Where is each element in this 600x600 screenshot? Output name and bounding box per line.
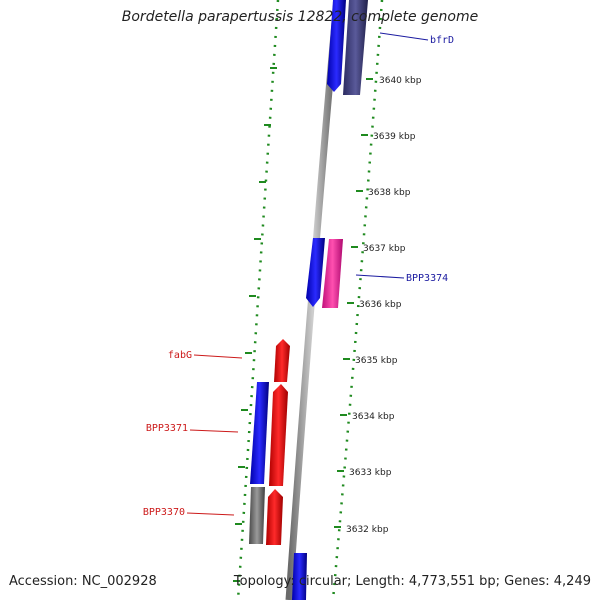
accession-text: Accession: NC_002928: [9, 574, 157, 589]
gene-blue-bottom[interactable]: [292, 553, 307, 600]
leader-BPP3371: [189, 429, 239, 433]
gene-bfrD[interactable]: [327, 0, 346, 92]
map-title: Bordetella parapertussis 12822, complete…: [121, 9, 479, 25]
inner-ruler-dashes: [233, 67, 277, 582]
leader-fabG: [193, 354, 243, 359]
leader-bfrD: [379, 32, 429, 41]
tick-label: 3638 kbp: [368, 188, 411, 198]
tick-label: 3632 kbp: [346, 525, 389, 535]
tick-label: 3640 kbp: [379, 76, 422, 86]
gene-gray-inner[interactable]: [249, 487, 265, 544]
tick-label: 3633 kbp: [349, 468, 392, 478]
genome-summary-text: Topology: circular; Length: 4,773,551 bp…: [233, 574, 591, 589]
gene-label-bfrD[interactable]: bfrD: [430, 35, 454, 46]
gene-dark-upper[interactable]: [343, 0, 368, 95]
gene-BPP3374[interactable]: [306, 238, 325, 307]
gene-BPP3370[interactable]: [266, 489, 283, 545]
gene-label-BPP3374[interactable]: BPP3374: [406, 273, 448, 284]
gene-fabG[interactable]: [274, 339, 290, 382]
gene-blue-inner[interactable]: [250, 382, 269, 484]
outer-ruler-dashes: [334, 78, 373, 528]
gene-label-BPP3370[interactable]: BPP3370: [143, 507, 185, 518]
gene-label-BPP3371[interactable]: BPP3371: [146, 423, 188, 434]
tick-label: 3635 kbp: [355, 356, 398, 366]
gene-pink[interactable]: [322, 239, 343, 308]
tick-label: 3637 kbp: [363, 244, 406, 254]
gene-BPP3371[interactable]: [269, 384, 288, 486]
gene-label-fabG[interactable]: fabG: [168, 350, 192, 361]
leader-BPP3374: [355, 274, 405, 279]
leader-BPP3370: [186, 512, 235, 516]
kbp-tick-labels: 3640 kbp 3639 kbp 3638 kbp 3637 kbp 3636…: [346, 76, 422, 535]
tick-label: 3634 kbp: [352, 412, 395, 422]
tick-label: 3636 kbp: [359, 300, 402, 310]
tick-label: 3639 kbp: [373, 132, 416, 142]
